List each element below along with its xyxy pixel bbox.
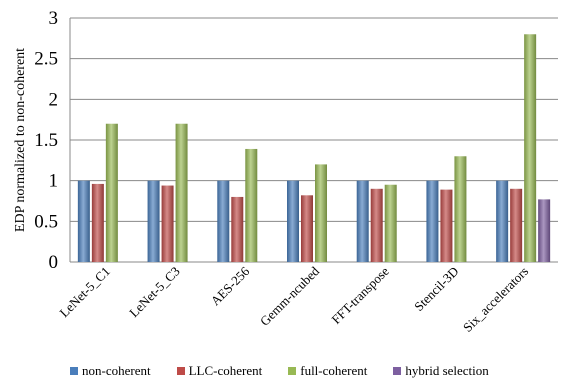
bar-non-coherent-stencil-3d: [426, 180, 439, 262]
bar-full-coherent-lenet-5-c3: [175, 123, 188, 262]
bar-full-coherent-gemm-ncubed: [315, 164, 327, 262]
bar-non-coherent-six-accelerators: [496, 180, 509, 262]
legend: non-coherent LLC-coherent full-coherent hyb…: [70, 362, 515, 380]
gridlines: [70, 17, 558, 222]
bar-non-coherent-lenet-5-c1: [77, 180, 90, 262]
x-tick-label: AES-256: [208, 263, 253, 308]
bar-full-coherent-stencil-3d: [454, 156, 467, 262]
legend-item-full-coherent: full-coherent: [288, 363, 367, 379]
legend-item-hybrid-selection: hybrid selection: [393, 363, 489, 379]
y-tick-label: 2.5: [34, 49, 58, 70]
y-tick-label: 2: [49, 89, 59, 110]
x-axis-labels: LeNet-5_C1 LeNet-5_C3 AES-256 Gemm-ncubed FF…: [56, 263, 531, 335]
bar-llc-coherent-fft-transpose: [370, 188, 383, 262]
bar-full-coherent-fft-transpose: [384, 184, 397, 262]
bar-llc-coherent-lenet-5-c3: [161, 185, 174, 262]
legend-swatch: [393, 367, 402, 375]
bar-hybrid-selection-six-accelerators: [538, 199, 551, 262]
bar-full-coherent-six-accelerators: [524, 34, 537, 263]
x-tick-label: LeNet-5_C1: [56, 264, 113, 321]
legend-swatch: [70, 367, 78, 375]
y-tick-label: 0: [49, 252, 59, 273]
legend-swatch: [176, 367, 185, 375]
bar-llc-coherent-six-accelerators: [510, 188, 523, 262]
bar-llc-coherent-aes-256: [231, 196, 244, 262]
y-tick-label: 3: [49, 8, 59, 29]
legend-swatch: [288, 367, 297, 375]
x-tick-label: LeNet-5_C3: [126, 264, 183, 321]
y-tick-label: 0.5: [34, 211, 58, 232]
x-tick-label: Six_accelerators: [460, 264, 531, 335]
legend-label: LLC-coherent: [188, 363, 263, 378]
legend-label: non-coherent: [82, 363, 151, 378]
legend-label: full-coherent: [300, 363, 368, 378]
legend-item-non-coherent: non-coherent: [70, 363, 151, 379]
y-tick-label: 1.5: [34, 130, 58, 151]
bar-llc-coherent-gemm-ncubed: [301, 195, 313, 262]
x-tick-label: FFT-transpose: [328, 263, 392, 327]
bar-full-coherent-lenet-5-c1: [105, 123, 118, 262]
bar-llc-coherent-stencil-3d: [440, 189, 453, 262]
bar-llc-coherent-lenet-5-c1: [91, 183, 104, 262]
bars: [77, 34, 551, 263]
bar-non-coherent-aes-256: [217, 180, 230, 262]
legend-label: hybrid selection: [405, 363, 489, 378]
y-axis-ticks: 0 0.5 1 1.5 2 2.5 3: [34, 8, 58, 273]
x-tick-label: Gemm-ncubed: [257, 263, 323, 329]
bar-full-coherent-aes-256: [245, 148, 258, 262]
bar-non-coherent-gemm-ncubed: [287, 180, 299, 262]
legend-item-llc-coherent: LLC-coherent: [176, 363, 263, 379]
bar-non-coherent-fft-transpose: [356, 180, 369, 262]
y-tick-label: 1: [49, 171, 59, 192]
bar-non-coherent-lenet-5-c3: [147, 180, 160, 262]
y-axis-title: EDP normalized to non-coherent: [13, 48, 28, 232]
x-tick-label: Stencil-3D: [411, 264, 461, 314]
